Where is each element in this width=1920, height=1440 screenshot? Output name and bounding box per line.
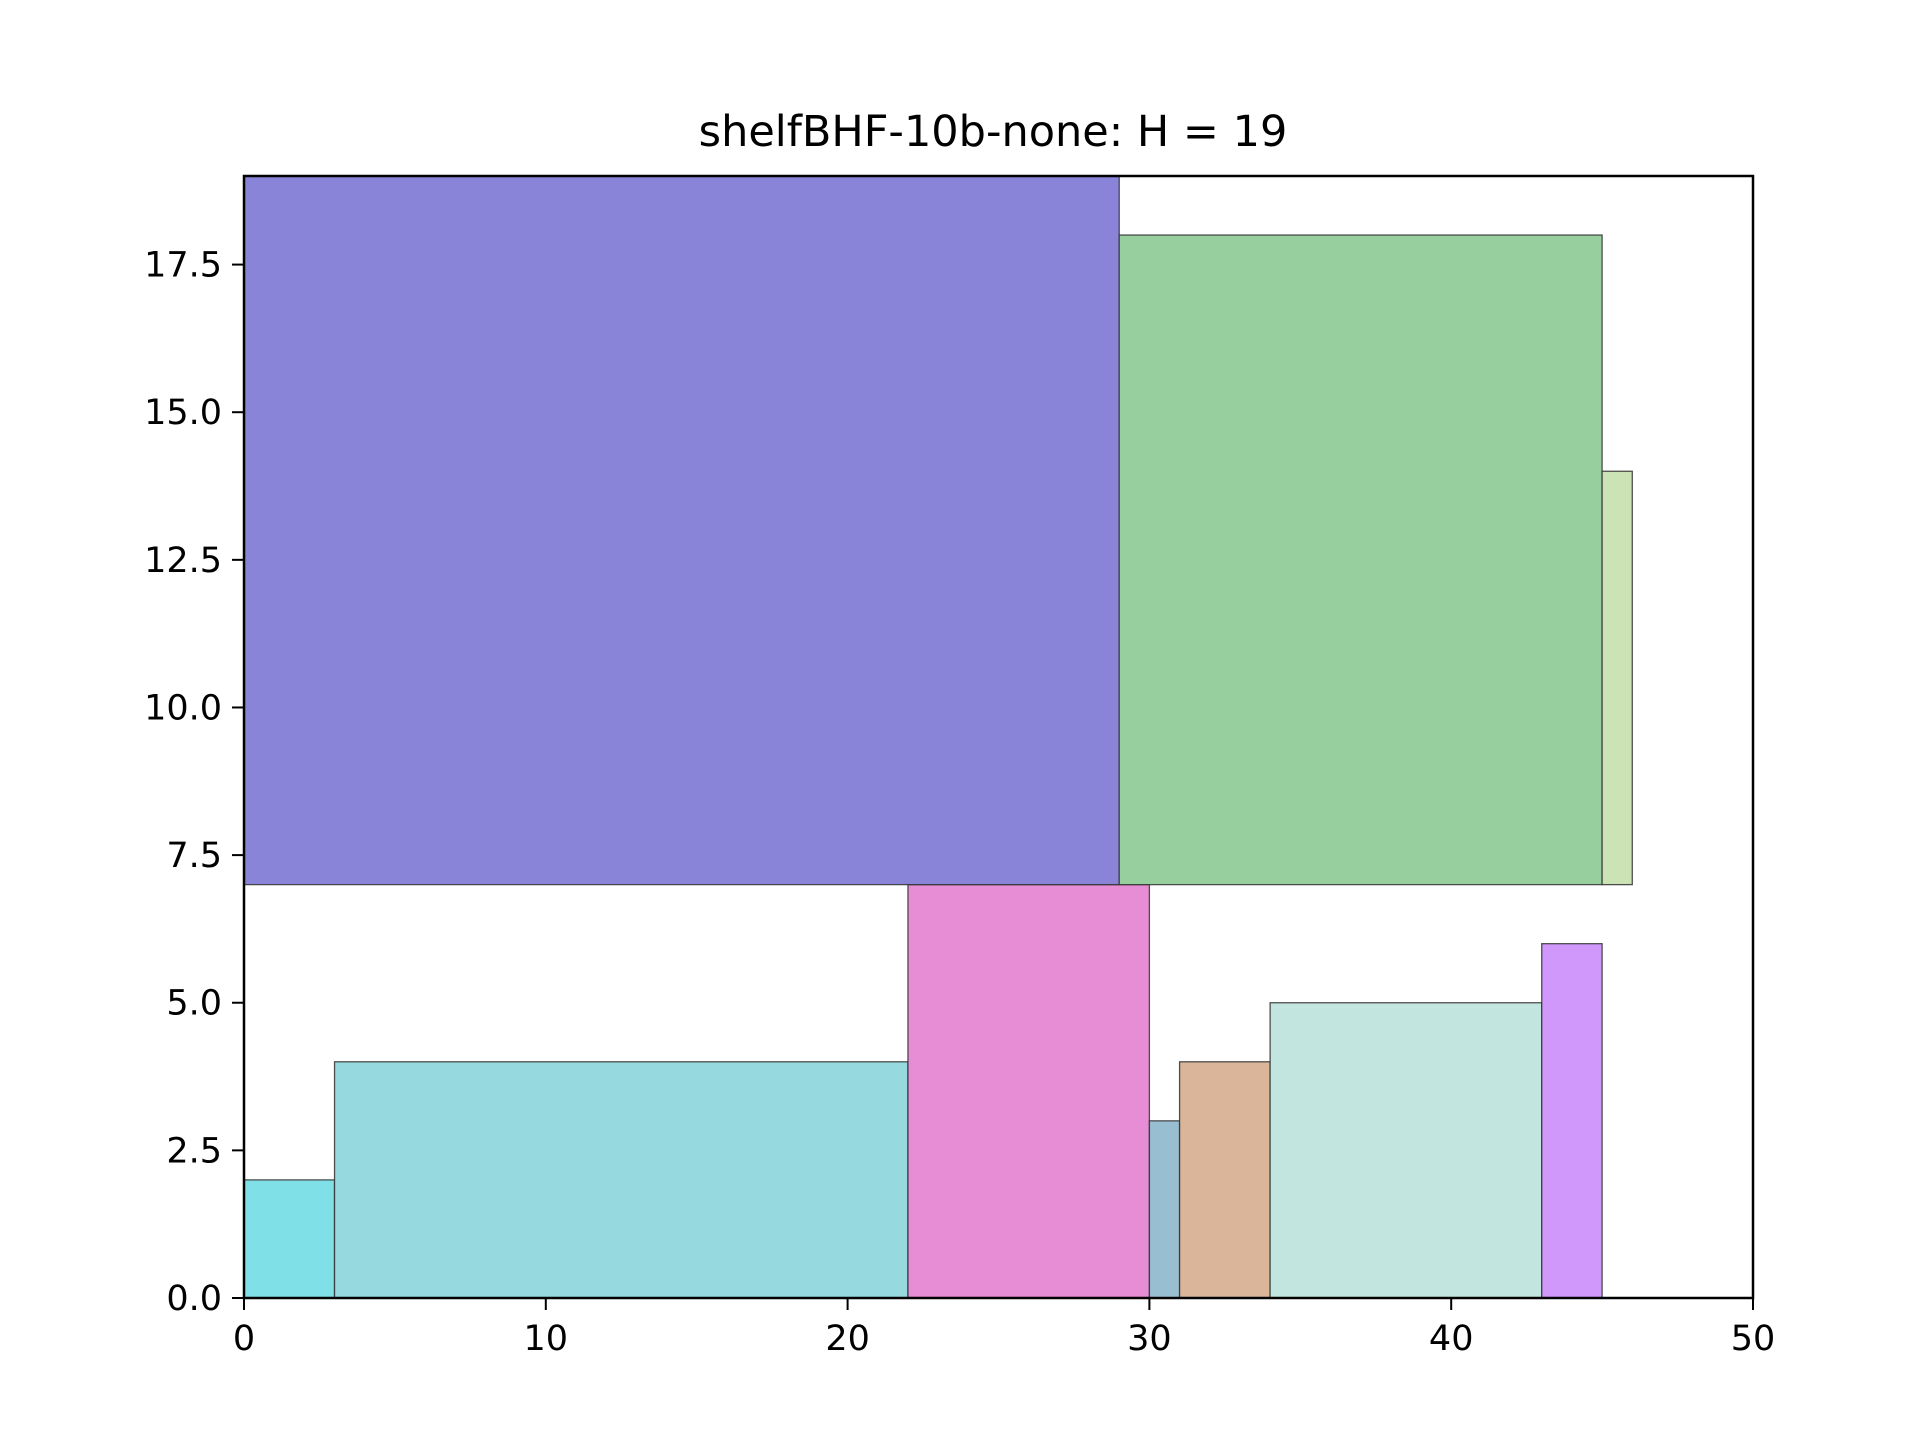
- y-tick-label: 12.5: [144, 541, 222, 581]
- packed-rectangle-1: [243, 1179, 336, 1299]
- y-tick-label: 0.0: [166, 1279, 222, 1319]
- packed-rectangle-3: [907, 883, 1151, 1299]
- y-tick-label: 17.5: [144, 246, 222, 286]
- y-tick-label: 7.5: [166, 836, 222, 876]
- x-axis: 0 10 20 30 40 50: [233, 1298, 1775, 1359]
- packed-rectangle-8: [243, 175, 1120, 886]
- x-tick-label: 40: [1429, 1319, 1474, 1359]
- packed-rectangle-10: [1601, 470, 1633, 886]
- packed-rectangle-7: [1541, 943, 1603, 1299]
- x-tick-label: 50: [1731, 1319, 1776, 1359]
- y-tick-label: 15.0: [144, 393, 222, 433]
- packed-rectangle-6: [1269, 1002, 1543, 1299]
- y-axis: 0.0 2.5 5.0 7.5 10.0 12.5 15.0 17.5: [144, 246, 244, 1319]
- x-tick-label: 0: [233, 1319, 255, 1359]
- x-tick-label: 30: [1127, 1319, 1172, 1359]
- packed-rectangle-2: [333, 1061, 909, 1299]
- y-tick-label: 10.0: [144, 688, 222, 728]
- x-tick-label: 20: [825, 1319, 870, 1359]
- y-tick-label: 2.5: [166, 1131, 222, 1171]
- chart-title: shelfBHF-10b-none: H = 19: [699, 107, 1288, 157]
- packed-rectangle-4: [1148, 1120, 1181, 1299]
- packed-rectangle-5: [1178, 1061, 1271, 1299]
- plot-frame: [242, 174, 1755, 1300]
- x-tick-label: 10: [524, 1319, 569, 1359]
- y-tick-label: 5.0: [166, 984, 222, 1024]
- rectangles-layer: [243, 175, 1633, 1299]
- packed-rectangle-9: [1118, 234, 1603, 886]
